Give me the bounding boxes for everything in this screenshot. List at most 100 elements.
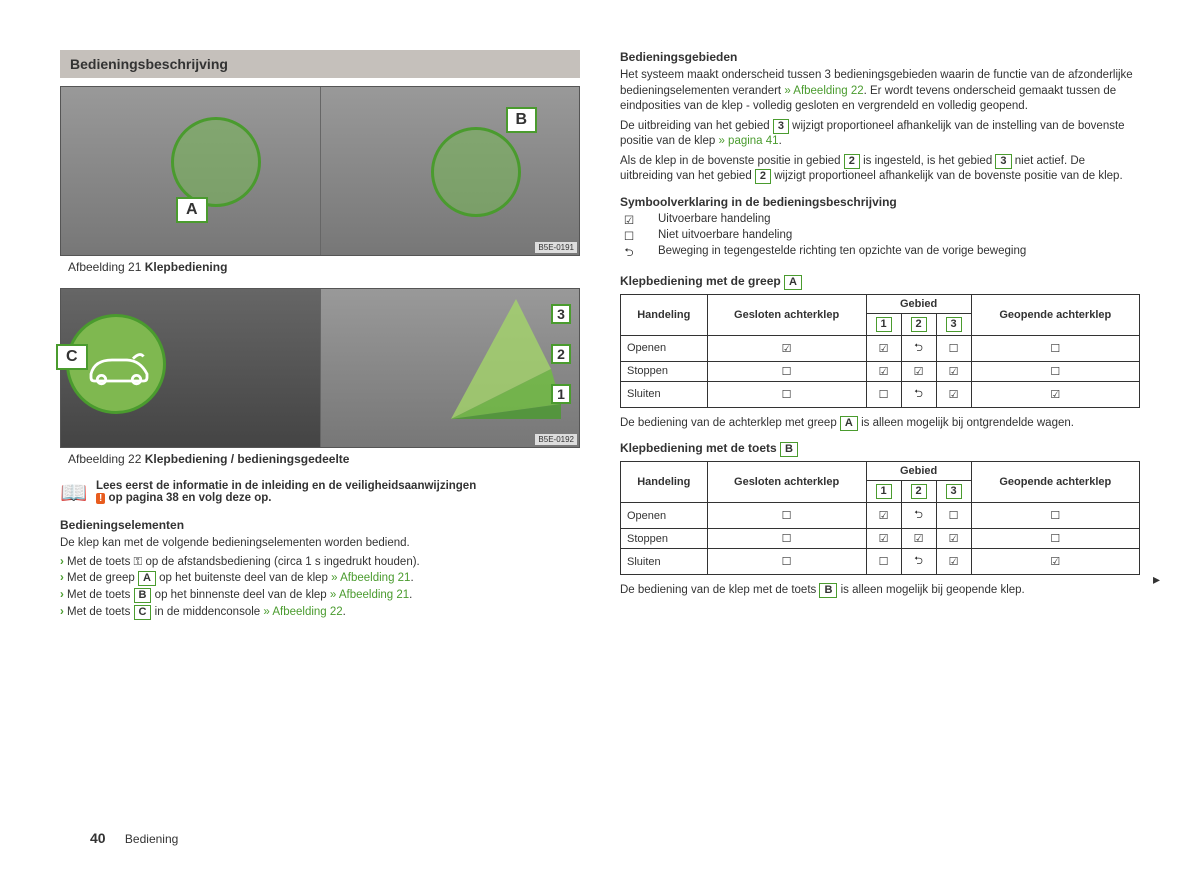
nb-label: B (819, 583, 837, 598)
reverse-icon: ⮌ (620, 245, 638, 264)
label-b: B (506, 107, 538, 133)
bullet-1: › Met de toets ⚿ op de afstandsbediening… (60, 556, 580, 569)
zone-3: 3 (551, 304, 571, 324)
cell: ☐ (971, 529, 1139, 549)
th-3: 3 (936, 481, 971, 503)
hdr-3b: 3 (946, 484, 962, 499)
bedieningselementen-heading: Bedieningselementen (60, 518, 580, 532)
p3d: wijzigt proportioneel afhankelijk van de… (771, 170, 1123, 182)
cell: ☐ (971, 503, 1139, 529)
table-b-title: Klepbediening met de toets B (620, 441, 1140, 457)
cell: ☐ (936, 503, 971, 529)
notice-line1: Lees eerst de informatie in de inleiding… (96, 480, 476, 492)
cell: ☑ (936, 361, 971, 381)
inline-2b: 2 (755, 169, 771, 184)
warning-icon: ! (96, 493, 105, 504)
inline-label-b: B (134, 588, 152, 603)
b3-link: » Afbeelding 21 (330, 589, 409, 601)
table-a: Handeling Gesloten achterklep Gebied Geo… (620, 294, 1140, 408)
figure-code: B5E-0192 (535, 434, 577, 445)
nb-post: is alleen mogelijk bij geopende klep. (837, 584, 1024, 596)
caption-text: Klepbediening (145, 260, 228, 274)
na-label: A (840, 416, 858, 431)
cell: ☐ (866, 549, 901, 575)
hdr-2b: 2 (911, 484, 927, 499)
bullet-2: › Met de greep A op het buitenste deel v… (60, 571, 580, 586)
cell: ☑ (866, 529, 901, 549)
th-geopende: Geopende achterklep (971, 294, 1139, 335)
zone-1: 1 (551, 384, 571, 404)
table-row: Stoppen☐☑☑☑☐ (621, 529, 1140, 549)
p2a: De uitbreiding van het gebied (620, 120, 773, 132)
cell: ☐ (707, 381, 866, 407)
gebieden-p2: De uitbreiding van het gebied 3 wijzigt … (620, 119, 1140, 150)
th-2: 2 (901, 313, 936, 335)
table-row: Openen☑☑⮌☐☐ (621, 335, 1140, 361)
bedieningselementen-intro: De klep kan met de volgende bedieningsel… (60, 536, 580, 552)
zone-2: 2 (551, 344, 571, 364)
cell: ☑ (866, 335, 901, 361)
th-1: 1 (866, 481, 901, 503)
fig21-right: B B5E-0191 (321, 87, 580, 255)
row-stoppen: Stoppen (621, 529, 708, 549)
b3-post: op het binnenste deel van de klep (151, 589, 329, 601)
row-stoppen: Stoppen (621, 361, 708, 381)
inline-label-a: A (138, 571, 156, 586)
gebieden-p3: Als de klep in de bovenste positie in ge… (620, 154, 1140, 185)
cell: ☐ (707, 361, 866, 381)
th-gesloten: Gesloten achterklep (707, 462, 866, 503)
footer-section: Bediening (125, 832, 178, 846)
inline-2a: 2 (844, 154, 860, 169)
b3-pre: Met de toets (67, 589, 133, 601)
sym-row-2: ☐Niet uitvoerbare handeling (620, 229, 1140, 243)
b4-post: in de middenconsole (151, 606, 263, 618)
table-row: Handeling Gesloten achterklep Gebied Geo… (621, 462, 1140, 481)
table-a-title: Klepbediening met de greep A (620, 274, 1140, 290)
page-number: 40 (90, 830, 106, 846)
table-row: Handeling Gesloten achterklep Gebied Geo… (621, 294, 1140, 313)
sym-row-3: ⮌ Beweging in tegengestelde richting ten … (620, 245, 1140, 264)
fig22-left: C (61, 289, 321, 447)
table-b: Handeling Gesloten achterklep Gebied Geo… (620, 461, 1140, 575)
table-row: Sluiten☐☐⮌☑☑ (621, 381, 1140, 407)
bullet-4: › Met de toets C in de middenconsole » A… (60, 605, 580, 620)
cell: ☐ (866, 381, 901, 407)
sym3-text: Beweging in tegengestelde richting ten o… (658, 245, 1026, 264)
cell: ☑ (971, 381, 1139, 407)
caption-prefix: Afbeelding 22 (68, 452, 141, 466)
caption-text: Klepbediening / bedieningsgedeelte (145, 452, 350, 466)
nb-pre: De bediening van de klep met de toets (620, 584, 819, 596)
cell: ☑ (707, 335, 866, 361)
cell: ☑ (936, 529, 971, 549)
caption-prefix: Afbeelding 21 (68, 260, 141, 274)
car-icon (84, 342, 154, 392)
table-row: Sluiten☐☐⮌☑☑ (621, 549, 1140, 575)
row-sluiten: Sluiten (621, 549, 708, 575)
sym-row-1: ☑Uitvoerbare handeling (620, 213, 1140, 227)
b2-post: op het buitenste deel van de klep (156, 572, 331, 584)
cell: ⮌ (901, 503, 936, 529)
section-header: Bedieningsbeschrijving (60, 50, 580, 78)
cell: ⮌ (901, 335, 936, 361)
table-row: Openen☐☑⮌☐☐ (621, 503, 1140, 529)
hdr-2: 2 (911, 317, 927, 332)
sym2-text: Niet uitvoerbare handeling (658, 229, 792, 243)
cell: ⮌ (901, 381, 936, 407)
p3a: Als de klep in de bovenste positie in ge… (620, 155, 844, 167)
ta-label: A (784, 275, 802, 290)
note-b: De bediening van de klep met de toets B … (620, 583, 1140, 599)
label-c: C (56, 344, 88, 370)
zone-wedges (321, 289, 580, 447)
row-openen: Openen (621, 335, 708, 361)
label-a: A (176, 197, 208, 223)
cell: ☑ (971, 549, 1139, 575)
row-openen: Openen (621, 503, 708, 529)
sym1-text: Uitvoerbare handeling (658, 213, 771, 227)
callout-circle-a (171, 117, 261, 207)
th-handeling: Handeling (621, 462, 708, 503)
note-a: De bediening van de achterklep met greep… (620, 416, 1140, 432)
cell: ☐ (971, 335, 1139, 361)
p2-link: » pagina 41 (718, 135, 778, 147)
cell: ⮌ (901, 549, 936, 575)
inline-3: 3 (773, 119, 789, 134)
